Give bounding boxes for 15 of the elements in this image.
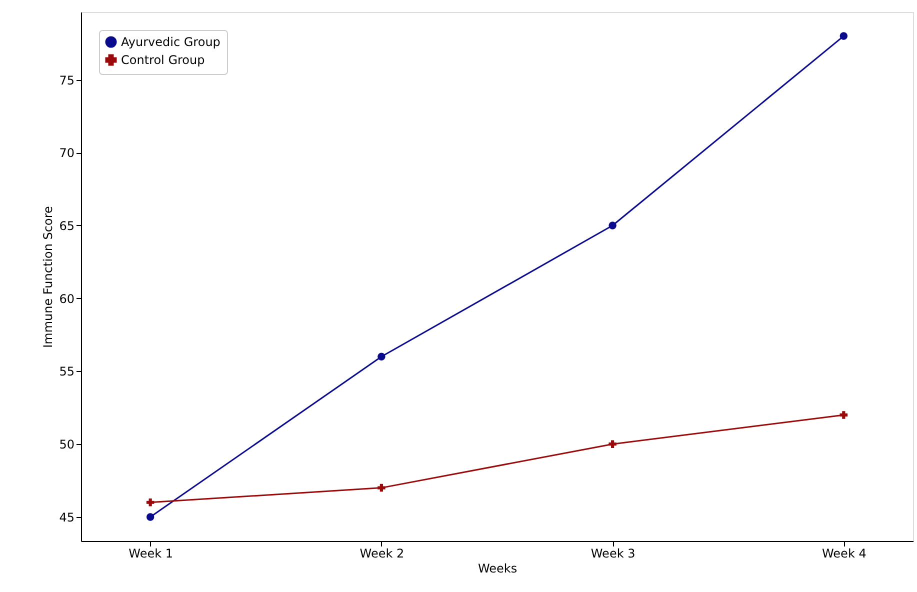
y-tick-label: 50 — [59, 438, 74, 452]
y-tick-label: 55 — [59, 364, 74, 379]
y-tick-label: 70 — [59, 146, 74, 160]
y-tick-label: 75 — [59, 73, 74, 88]
x-tick-label: Week 1 — [128, 546, 173, 560]
y-tick-label: 60 — [59, 292, 74, 306]
legend-label: Control Group — [121, 53, 205, 67]
legend-label: Ayurvedic Group — [121, 35, 220, 49]
x-tick-label: Week 2 — [360, 546, 404, 560]
x-tick-label: Week 3 — [590, 546, 636, 560]
x-axis-title: Weeks — [478, 562, 518, 576]
y-tick-label: 45 — [59, 510, 74, 524]
y-axis-title: Immune Function Score — [41, 206, 56, 348]
x-tick-label: Week 4 — [822, 546, 866, 560]
y-tick-label: 65 — [59, 218, 74, 233]
